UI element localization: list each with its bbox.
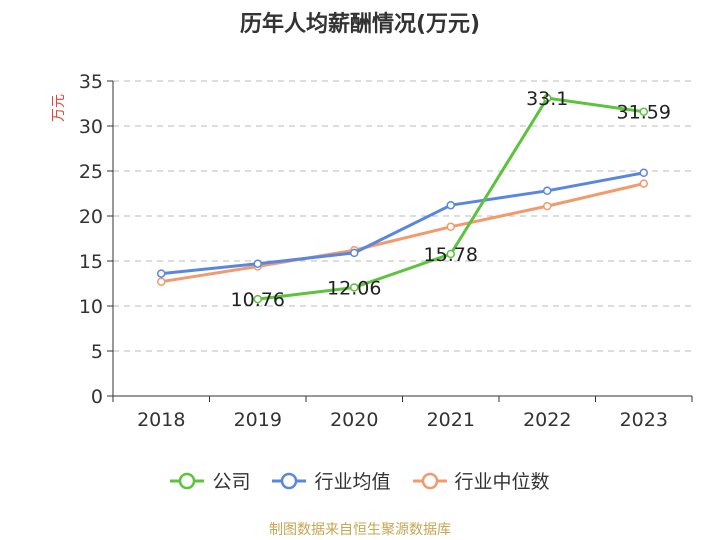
legend-label: 行业均值 [314,471,391,493]
y-tick-label-0: 0 [91,386,103,408]
y-axis-label: 万元 [51,94,67,122]
point-0-2022 [543,93,552,103]
point-1-2019 [253,259,262,268]
point-1-2022 [543,186,552,196]
point-2-2023 [639,179,648,188]
point-2-2018 [157,277,166,286]
x-tick-label-2022: 2022 [523,409,571,431]
y-tick-label-10: 10 [79,296,103,318]
point-0-2020 [350,283,359,292]
point-0-2023 [639,107,648,116]
series-line-2 [161,182,645,284]
x-tick-label-2020: 2020 [330,409,378,431]
y-tick-label-30: 30 [79,116,103,138]
point-2-2022 [543,201,552,211]
x-tick-label-2023: 2023 [620,409,668,431]
point-1-2023 [639,168,648,178]
point-1-2021 [446,200,455,210]
x-tick-label-2019: 2019 [234,409,282,431]
point-0-2021 [446,249,455,259]
axis-layer: 0 5 10 15 20 25 30 35 2018 2019 2020 2021 2022 2023 万元 [51,71,693,431]
series-layer [157,93,648,304]
grid-layer [113,80,692,352]
data-label-2022: 33.1 [526,88,568,110]
data-label-2023: 31.59 [617,102,671,124]
y-tick-label-25: 25 [79,161,103,183]
source-note: 制图数据来自恒生聚源数据库 [269,522,451,538]
legend-label: 行业中位数 [454,471,550,493]
data-label-2020: 12.06 [327,277,381,299]
x-tick-label-2021: 2021 [427,409,475,431]
legend-swatch-icon [412,472,447,489]
data-label-2021: 15.78 [424,244,478,266]
chart-title: 历年人均薪酬情况(万元) [239,12,481,37]
label-layer: 10.76 12.06 15.78 33.1 31.59 [231,88,671,311]
y-tick-label-5: 5 [91,341,103,363]
point-1-2020 [350,248,359,258]
point-1-2018 [157,269,166,278]
y-tick-label-35: 35 [79,71,103,93]
point-0-2019 [253,294,262,304]
legend-label: 公司 [212,471,251,493]
legend-item-1[interactable]: 行业均值 [272,467,391,494]
legend-swatch-icon [272,472,307,489]
y-tick-label-20: 20 [79,206,103,228]
legend-swatch-icon [170,472,205,489]
point-2-2021 [446,222,455,232]
series-line-1 [161,171,645,276]
legend: 公司 行业均值 行业中位数 [0,467,720,494]
legend-item-2[interactable]: 行业中位数 [412,467,550,494]
data-label-2019: 10.76 [231,289,285,311]
x-tick-label-2018: 2018 [137,409,185,431]
legend-item-0[interactable]: 公司 [170,467,250,494]
y-tick-label-15: 15 [79,251,103,273]
